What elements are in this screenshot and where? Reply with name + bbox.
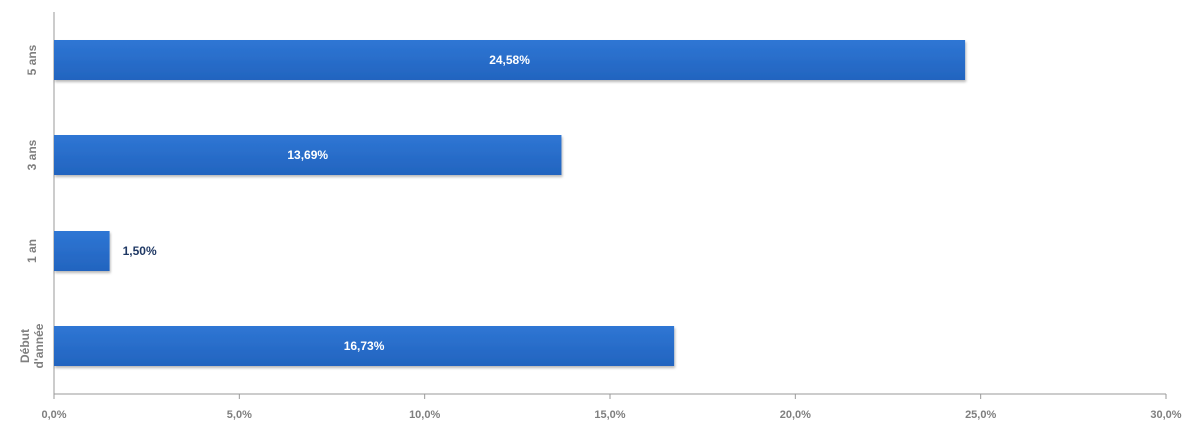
category-label: 1 an [25,239,39,263]
bar [54,135,562,175]
data-label: 24,58% [489,53,530,67]
x-tick-label: 0,0% [41,409,66,421]
x-tick-label: 25,0% [965,409,996,421]
bars [54,40,966,366]
data-label: 16,73% [344,339,385,353]
data-label: 13,69% [287,148,328,162]
axes: 0,0% 5,0% 10,0% 15,0% 20,0% 25,0% 30,0% [41,12,1182,421]
category-label-line: 1 an [25,239,39,263]
bar [54,326,675,366]
x-tick-label: 20,0% [780,409,811,421]
category-label: 5 ans [25,44,39,75]
category-label-line: d'année [32,323,46,368]
bar [54,231,110,271]
x-tick-label: 5,0% [227,409,252,421]
x-tick-label: 10,0% [409,409,440,421]
category-label: Débutd'année [18,323,46,368]
category-label-line: 5 ans [25,44,39,75]
x-tick-label: 30,0% [1150,409,1181,421]
data-label: 1,50% [123,244,157,258]
category-label-line: 3 ans [25,139,39,170]
category-label-line: Début [18,329,32,363]
x-tick-label: 15,0% [594,409,625,421]
category-label: 3 ans [25,139,39,170]
bar [54,40,966,80]
labels: 24,58% 5 ans 13,69% 3 ans 1,50% 1 an 16,73% Déb… [18,44,530,368]
